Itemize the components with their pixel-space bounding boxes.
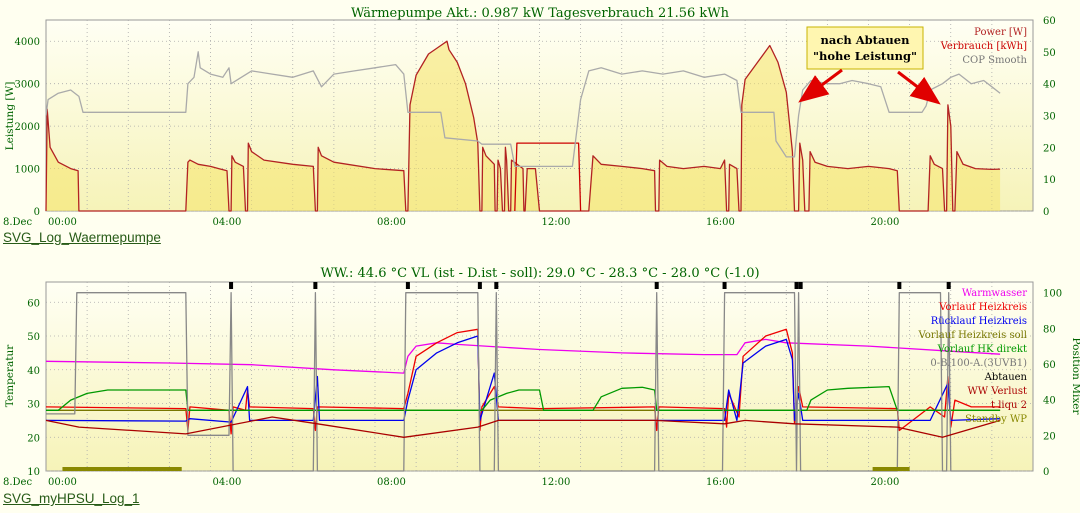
chart1-ytick-right-label: 40	[1043, 80, 1056, 91]
chart1-xtick-label: 04:00	[213, 217, 242, 228]
chart1-axes: 00:00 04:00 08:00 12:00 16:00 20:00 0 1000 2000 3…	[15, 16, 1056, 228]
chart2-ytick-left-label: 50	[27, 332, 40, 343]
chart2-xtick-label: 12:00	[542, 477, 571, 488]
chart2-ytick-right-label: 40	[1043, 396, 1056, 407]
chart1-xtick-label: 16:00	[706, 217, 735, 228]
chart1-ytick-right-label: 10	[1043, 175, 1056, 186]
chart2-abtauen-marker	[798, 282, 803, 289]
chart2-abtauen-marker	[794, 282, 799, 289]
chart-temperatures: WW.: 44.6 °C VL (ist - D.ist - soll): 29…	[3, 266, 1080, 488]
chart2-abtauen-marker	[654, 282, 659, 289]
chart1-series-power-w-	[45, 40, 1001, 212]
chart2-ytick-right-label: 20	[1043, 431, 1056, 442]
chart2-ytick-left-label: 40	[27, 366, 40, 377]
chart2-abtauen-marker	[494, 282, 499, 289]
chart2-standby-bar	[62, 467, 182, 471]
chart1-ytick-left-label: 2000	[15, 122, 40, 133]
chart2-ylabel-right: Position Mixer	[1070, 338, 1080, 416]
annotation-box	[806, 26, 924, 70]
chart2-series-0-b-100-a-3uvb1-	[46, 292, 1001, 472]
chart1-ytick-right-label: 50	[1043, 48, 1056, 59]
chart1-ytick-right-label: 20	[1043, 143, 1056, 154]
annotation-arrow-right	[897, 70, 941, 105]
chart2-abtauen-marker	[477, 282, 482, 289]
chart1-legend-cop[interactable]: COP Smooth	[962, 55, 1027, 66]
chart1-series	[45, 40, 1001, 212]
chart1-ytick-left-label: 1000	[15, 165, 40, 176]
chart2-legend-ww-verlust[interactable]: WW Verlust	[967, 386, 1027, 397]
chart1-xtick-label: 12:00	[542, 217, 571, 228]
chart2-plot-area	[45, 281, 1034, 472]
annotation-callout: nach Abtauen "hohe Leistung"	[798, 26, 941, 105]
chart1-xtick-label: 08:00	[377, 217, 406, 228]
chart2-series-warmwasser	[45, 338, 1001, 374]
chart2-abtauen-marker	[897, 282, 902, 289]
chart2-series-ww-verlust	[45, 416, 1001, 438]
chart2-abtauen-marker	[313, 282, 318, 289]
chart2-series	[45, 282, 1001, 472]
annotation-arrow-left	[798, 68, 843, 103]
chart2-ytick-right-label: 0	[1043, 467, 1049, 478]
chart1-title: Wärmepumpe Akt.: 0.987 kW Tagesverbrauch…	[351, 6, 730, 21]
chart2-ytick-left-label: 60	[27, 298, 40, 309]
chart2-legend-direkt[interactable]: Vorlauf HK direkt	[937, 344, 1027, 355]
chart2-grid	[46, 282, 1033, 472]
chart2-ytick-right-label: 60	[1043, 360, 1056, 371]
chart2-date-label: 8.Dec	[3, 477, 32, 488]
chart2-legend-ruecklauf[interactable]: Rücklauf Heizkreis	[931, 316, 1027, 327]
chart2-title: WW.: 44.6 °C VL (ist - D.ist - soll): 29…	[320, 266, 759, 281]
chart1-ytick-right-label: 30	[1043, 112, 1056, 123]
chart2-ytick-left-label: 30	[27, 400, 40, 411]
chart2-abtauen-marker	[229, 282, 234, 289]
chart2-abtauen-marker	[722, 282, 727, 289]
chart1-legend-power[interactable]: Power [W]	[974, 27, 1027, 38]
chart1-legend: Power [W] Verbrauch [kWh] COP Smooth	[940, 27, 1028, 66]
chart2-ylabel: Temperatur	[4, 344, 16, 408]
chart2-xtick-label: 00:00	[48, 477, 77, 488]
annotation-line2: "hohe Leistung"	[813, 49, 917, 63]
chart2-legend-standby[interactable]: Standby WP	[965, 414, 1027, 425]
chart1-ytick-right-label: 60	[1043, 16, 1056, 27]
chart2-legend-tliqu[interactable]: t liqu 2	[991, 400, 1027, 411]
chart2-legend-mixer[interactable]: 0-B.100-A.(3UVB1)	[930, 358, 1027, 369]
chart2-ytick-left-label: 20	[27, 433, 40, 444]
chart2-ytick-right-label: 100	[1043, 289, 1062, 300]
chart2-legend-soll[interactable]: Vorlauf Heizkreis soll	[917, 330, 1027, 341]
chart2-legend-warmwasser[interactable]: Warmwasser	[962, 288, 1027, 299]
chart2-xtick-label: 08:00	[377, 477, 406, 488]
chart2-xtick-label: 20:00	[871, 477, 900, 488]
chart-power: Wärmepumpe Akt.: 0.987 kW Tagesverbrauch…	[3, 6, 1056, 228]
chart1-series-cop-smooth	[45, 51, 1001, 168]
chart2-legend-abtauen[interactable]: Abtauen	[984, 372, 1028, 383]
chart1-ytick-right-label: 0	[1043, 207, 1049, 218]
chart2-axes: 00:00 04:00 08:00 12:00 16:00 20:00 10 20 30 40 50…	[27, 289, 1062, 488]
chart1-date-label: 8.Dec	[3, 217, 32, 228]
chart1-ylabel: Leistung [W]	[4, 82, 16, 151]
chart1-xtick-label: 00:00	[48, 217, 77, 228]
chart2-ytick-right-label: 80	[1043, 324, 1056, 335]
chart2-series-vorlauf-hk-direkt	[46, 385, 1001, 411]
chart1-series-area	[46, 41, 1001, 212]
chart2-ytick-left-label: 10	[27, 467, 40, 478]
chart1-ytick-left-label: 3000	[15, 80, 40, 91]
chart2-legend: Warmwasser Vorlauf Heizkreis Rücklauf He…	[917, 288, 1027, 425]
chart2-abtauen-marker	[946, 282, 951, 289]
chart2-legend-vorlauf[interactable]: Vorlauf Heizkreis	[938, 302, 1027, 313]
chart1-link[interactable]: SVG_Log_Waermepumpe	[3, 230, 161, 245]
chart1-ytick-left-label: 0	[34, 207, 40, 218]
chart1-series-verbrauch-kwh-	[514, 142, 582, 212]
chart1-xtick-label: 20:00	[871, 217, 900, 228]
annotation-line1: nach Abtauen	[821, 33, 911, 47]
chart2-abtauen-marker	[405, 282, 410, 289]
chart2-xtick-label: 04:00	[213, 477, 242, 488]
chart2-standby-bar	[872, 467, 910, 471]
chart2-link[interactable]: SVG_myHPSU_Log_1	[3, 491, 140, 506]
chart1-ytick-left-label: 4000	[15, 37, 40, 48]
chart2-xtick-label: 16:00	[706, 477, 735, 488]
chart1-legend-verbrauch[interactable]: Verbrauch [kWh]	[940, 41, 1027, 52]
